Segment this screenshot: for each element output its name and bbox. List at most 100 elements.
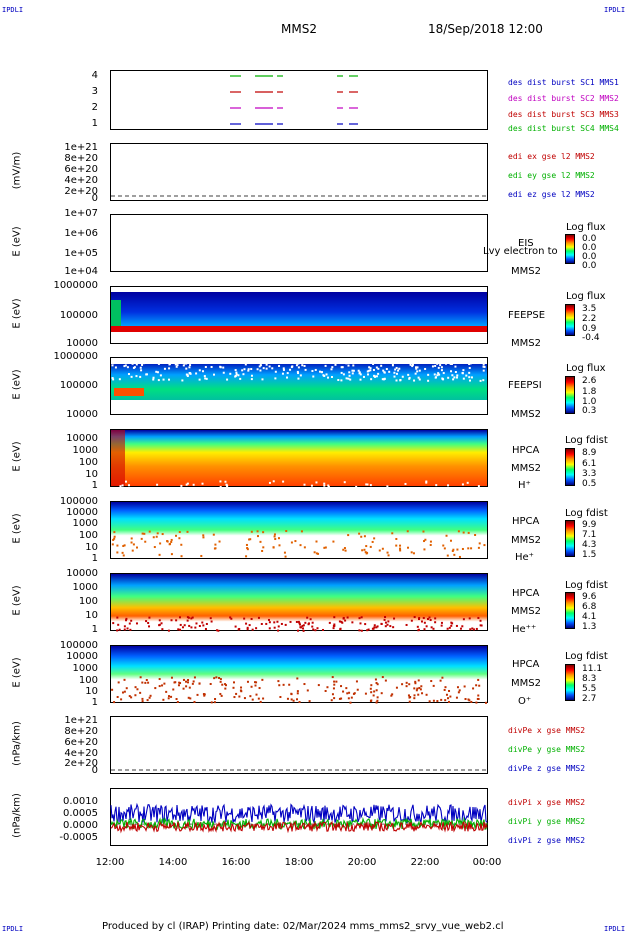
spectrogram-hpca-he2-counts [302, 627, 305, 630]
colorbar-value: 6.8 [582, 602, 597, 612]
spectrogram-hpca-o-counts [232, 686, 235, 689]
spectrogram-hpca-o-counts [338, 697, 341, 700]
spectrogram-hpca-he2-counts [429, 619, 432, 622]
spectrogram-hpca-he2-counts [450, 624, 453, 627]
spectrogram-hpca-h-gap [310, 484, 313, 487]
colorbar-value: 0.0 [582, 243, 597, 253]
spectrogram-hpca-he-counts [131, 549, 134, 552]
spectrogram-hpca-o-counts [370, 691, 373, 694]
spectrogram-hpca-o-counts [447, 697, 450, 700]
panel-divpe [110, 716, 488, 774]
spectrogram-hpca-o-counts [447, 700, 450, 703]
tick-label: 8e+20 [64, 153, 98, 164]
spectrogram-hpca-o-counts [111, 688, 114, 691]
spectrogram-hpca-he2-counts [371, 627, 374, 630]
spectrogram-hpca-he-counts [369, 545, 372, 548]
spectrogram-hpca-he2-counts [428, 616, 431, 619]
spectrogram-hpca-o-counts [296, 698, 299, 701]
spectrogram-hpca-o-counts [342, 690, 345, 693]
spectrogram-hpca-o-counts [170, 695, 173, 698]
spectrogram-hpca-he-counts [423, 540, 426, 543]
spectrogram-hpca-he2-counts [430, 626, 433, 629]
spectrogram-feepsi-gap [395, 366, 398, 369]
spectrogram-feepsi-gap [362, 375, 365, 378]
spectrogram-hpca-he-counts [452, 548, 455, 551]
spectrogram-hpca-o-counts [158, 678, 161, 681]
spectrogram-feepse-burst [111, 300, 121, 326]
spectrogram-hpca-o-counts [233, 696, 236, 699]
spectrogram-hpca-o-counts [413, 687, 416, 690]
spectrogram-hpca-he2-counts [188, 624, 191, 627]
spectrogram-feepsi-gap [427, 373, 430, 376]
colorbar-title: Log fdist [565, 651, 608, 662]
spectrogram-hpca-o-counts [209, 682, 212, 685]
spectrogram-hpca-he2-counts [255, 627, 258, 630]
spectrogram-hpca-he-counts [364, 551, 367, 554]
spectrogram-hpca-he-counts [443, 547, 446, 550]
spectrogram-hpca-o-counts [355, 680, 358, 683]
spectrogram-hpca-he2-counts [273, 626, 276, 629]
spectrogram-hpca-he-counts [303, 546, 306, 549]
spectrogram-hpca-h-gap [355, 485, 358, 488]
spectrogram-hpca-h-gap [121, 484, 124, 487]
colorbar-value: 3.3 [582, 469, 597, 479]
spectrogram-feepsi-gap [325, 373, 328, 376]
spectrogram-hpca-he2-counts [112, 622, 115, 625]
spectrogram-feepsi-gap [111, 364, 114, 367]
spectrogram-feepsi-gap [118, 378, 121, 381]
spectrogram-feepsi-gap [295, 364, 298, 367]
spectrogram-feepsi-gap [393, 375, 396, 378]
spectrogram-hpca-he-counts [363, 548, 366, 551]
tick-label: 100 [78, 530, 98, 541]
spectrogram-feepsi-gap [250, 374, 253, 377]
spectrogram-feepsi-gap [174, 363, 177, 366]
spectrogram-hpca-o-counts [439, 679, 442, 682]
spectrogram-hpca-o-counts [167, 697, 170, 700]
spectrogram-hpca-he2-counts [425, 625, 428, 628]
spectrogram-hpca-o-counts [288, 683, 291, 686]
colorbar-value: 1.3 [582, 622, 597, 632]
spectrogram-hpca-o-counts [188, 686, 191, 689]
spectrogram-hpca-he2-counts [344, 619, 347, 622]
spectrogram-feepsi-gap [112, 362, 115, 365]
spectrogram-hpca-he-counts [399, 549, 402, 552]
spectrogram-feepsi-gap [437, 372, 440, 375]
tick-label: -0.0005 [59, 832, 98, 843]
spectrogram-feepsi-gap [383, 371, 386, 374]
spectrogram-hpca-he2-counts [468, 617, 471, 620]
spectrogram-hpca-he2-counts [250, 617, 253, 620]
spectrogram-feepsi-gap [388, 370, 391, 373]
spectrogram-hpca-he2-counts [190, 626, 193, 629]
spectrogram-feepsi-gap [417, 376, 420, 379]
spectrogram-feepsi-gap [418, 378, 421, 381]
spectrogram-feepsi-gap [258, 365, 261, 368]
spectrogram-hpca-h-gap [477, 485, 480, 488]
spectrogram-hpca-he2-counts [309, 618, 312, 621]
tick-label: 0.0000 [63, 820, 98, 831]
spectrogram-hpca-o-counts [349, 701, 352, 704]
spectrogram-feepsi-gap [234, 374, 237, 377]
tick-label: 10000 [66, 338, 98, 349]
spectrogram-hpca-he-counts [317, 552, 320, 555]
spectrogram-hpca-he-counts [122, 554, 125, 557]
spectrogram-feepsi-gap [411, 365, 414, 368]
spectrogram-hpca-he-counts [458, 555, 461, 558]
spectrogram-hpca-h-gap [323, 484, 326, 487]
spectrogram-hpca-he-counts [218, 540, 221, 543]
spectrogram-hpca-o-counts [449, 695, 452, 698]
spectrogram-hpca-he-counts [130, 537, 133, 540]
spectrogram-hpca-o-counts [409, 696, 412, 699]
spectrogram-hpca-he2-counts [201, 621, 204, 624]
spectrogram-hpca-he2-counts [243, 617, 246, 620]
colorbar-value: 2.2 [582, 314, 597, 324]
spectrogram-feepsi-gap [359, 378, 362, 381]
instrument-label: FEEPSI [508, 380, 542, 391]
spectrogram-hpca-h-gap [268, 481, 271, 484]
spectrogram-hpca-o-counts [162, 698, 165, 701]
spectrogram-hpca-o-counts [250, 685, 253, 688]
spectrogram-hpca-he2-counts [340, 620, 343, 623]
spectrogram-hpca-he2-counts [321, 628, 324, 631]
tick-label: 2 [91, 102, 98, 113]
spectrogram-hpca-o-counts [254, 684, 257, 687]
footer-text: Produced by cl (IRAP) Printing date: 02/… [102, 921, 504, 932]
